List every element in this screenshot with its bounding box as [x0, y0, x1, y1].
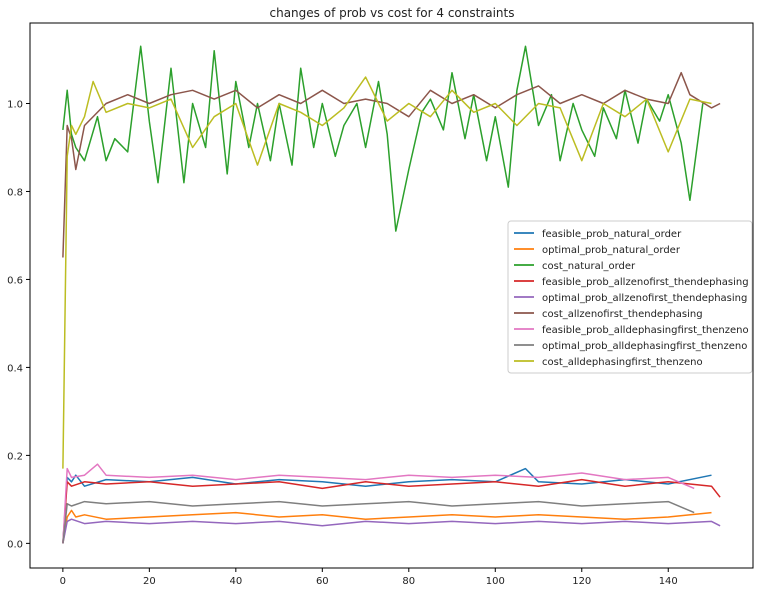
series-line-optimal_prob_natural_order: [62, 509, 712, 544]
y-tick-label: 0.6: [7, 275, 23, 286]
x-tick-label: 140: [659, 576, 678, 587]
series-line-feasible_prob_natural_order: [62, 467, 712, 544]
series-layer: [62, 45, 721, 544]
x-tick-label: 40: [229, 576, 242, 587]
legend-label: feasible_prob_alldephasingfirst_thenzeno: [542, 325, 749, 336]
x-tick-label: 20: [143, 576, 156, 587]
x-tick-label: 120: [572, 576, 591, 587]
y-tick-label: 0.4: [7, 363, 23, 374]
y-tick-label: 0.0: [7, 539, 23, 550]
legend-label: feasible_prob_allzenofirst_thendephasing: [542, 277, 749, 288]
legend-label: optimal_prob_allzenofirst_thendephasing: [542, 293, 747, 304]
x-axis: 0 20 40 60 80 100 120 140: [60, 568, 678, 587]
series-line-feasible_prob_allzenofirst_thendephasing: [62, 478, 721, 544]
x-tick-label: 80: [402, 576, 415, 587]
series-line-optimal_prob_alldephasingfirst_thenzeno: [62, 500, 695, 544]
legend: feasible_prob_natural_order optimal_prob_…: [507, 220, 753, 374]
x-tick-label: 100: [486, 576, 505, 587]
y-tick-label: 1.0: [7, 99, 23, 110]
x-tick-label: 0: [60, 576, 66, 587]
y-tick-label: 0.2: [7, 451, 23, 462]
y-axis: 0.0 0.2 0.4 0.6 0.8 1.0: [7, 99, 30, 550]
legend-label: optimal_prob_alldephasingfirst_thenzeno: [542, 341, 747, 352]
series-line-cost_alldephasingfirst_thenzeno: [62, 76, 712, 469]
legend-box: [507, 220, 753, 374]
legend-label: cost_natural_order: [542, 261, 636, 272]
series-line-cost_natural_order: [62, 45, 704, 232]
legend-label: cost_allzenofirst_thendephasing: [542, 309, 703, 320]
legend-label: optimal_prob_natural_order: [542, 245, 681, 256]
series-line-optimal_prob_allzenofirst_thendephasing: [62, 518, 721, 544]
y-tick-label: 0.8: [7, 187, 23, 198]
legend-label: cost_alldephasingfirst_thenzeno: [542, 357, 703, 368]
series-line-cost_allzenofirst_thendephasing: [62, 71, 721, 258]
legend-label: feasible_prob_natural_order: [542, 229, 682, 240]
x-tick-label: 60: [316, 576, 329, 587]
series-line-feasible_prob_alldephasingfirst_thenzeno: [62, 463, 695, 544]
axes-frame: [29, 22, 754, 569]
chart-title: changes of prob vs cost for 4 constraint…: [270, 6, 515, 20]
